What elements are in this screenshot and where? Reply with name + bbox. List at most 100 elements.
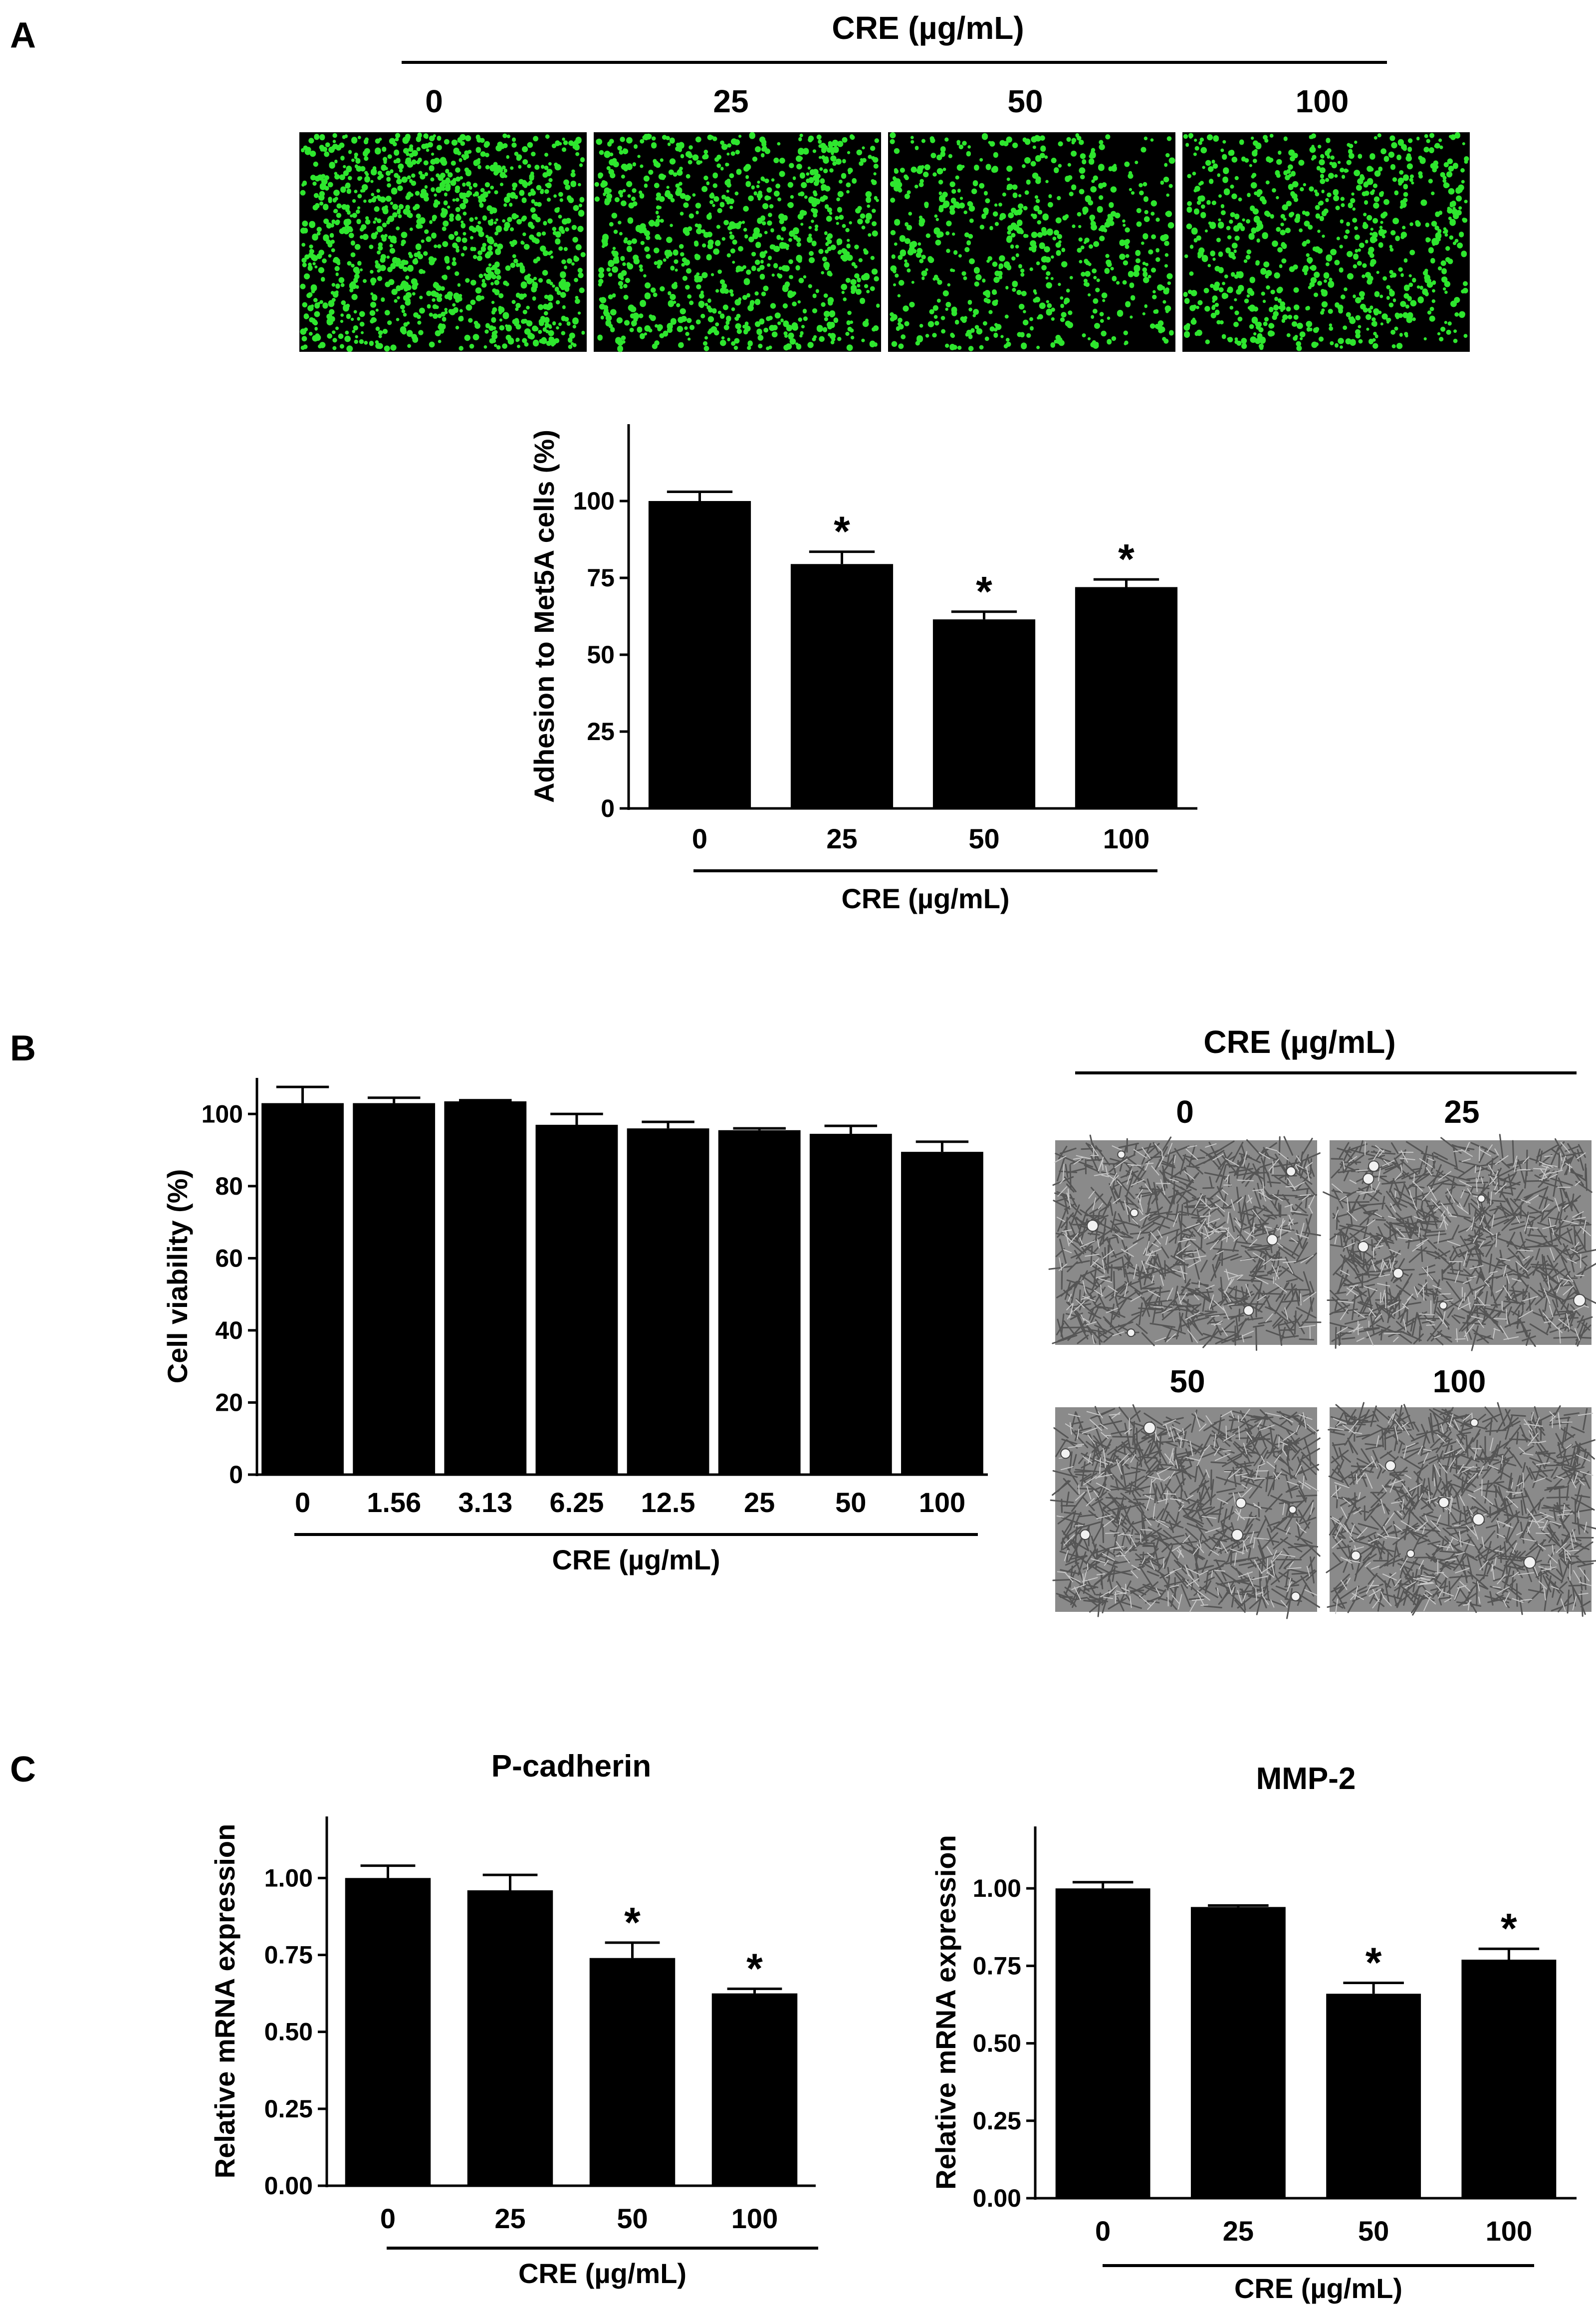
pcadherin-category-label-50: 50 [617, 2203, 648, 2234]
mmp2-title: MMP-2 [1256, 1762, 1356, 1796]
viability-bar-3.13 [444, 1101, 527, 1475]
viability-error-bar-3.13 [459, 1099, 512, 1102]
mmp2-significance-100: * [1501, 1905, 1517, 1952]
mmp2-error-bar-100 [1478, 1947, 1540, 1960]
panel-b-condition-25: 25 [1444, 1094, 1479, 1130]
viability-error-bar-1.56 [367, 1096, 421, 1103]
pcadherin-y-tick-label: 1.00 [264, 1864, 313, 1892]
mmp2-x-axis-label: CRE (µg/mL) [1234, 2273, 1402, 2304]
viability-category-label-3.13: 3.13 [458, 1487, 512, 1518]
pcadherin-category-label-100: 100 [731, 2203, 778, 2234]
mmp2-y-axis-label: Relative mRNA expression [930, 1835, 961, 2190]
adhesion-category-label-50: 50 [968, 823, 999, 854]
viability-y-tick-label: 40 [215, 1316, 243, 1344]
mmp2-y-tick-label: 0.00 [973, 2184, 1021, 2212]
panel-a-condition-50: 50 [1007, 83, 1043, 119]
adhesion-y-tick-label: 25 [587, 718, 615, 746]
viability-error-bar-50 [824, 1124, 878, 1134]
pcadherin-significance-50: * [624, 1899, 641, 1946]
panel-a-condition-0: 0 [425, 83, 443, 119]
panel-b-condition-100: 100 [1433, 1363, 1486, 1399]
phase-micrograph-25 [1323, 1134, 1596, 1351]
chart-viability: 0 20 40 60 80 100 0 1.56 3.13 6.25 12.5 25 50 100 CRE … [162, 1078, 988, 1575]
adhesion-category-label-100: 100 [1103, 823, 1149, 854]
pcadherin-error-bar-25 [482, 1873, 538, 1890]
viability-category-label-12.5: 12.5 [641, 1487, 695, 1518]
fluorescence-micrograph-50 [888, 132, 1175, 352]
adhesion-error-bar-0 [667, 491, 733, 501]
pcadherin-y-tick-label: 0.75 [264, 1941, 313, 1969]
mmp2-error-bar-50 [1343, 1982, 1404, 1994]
viability-error-bar-12.5 [642, 1120, 694, 1129]
panel-a-condition-25: 25 [713, 83, 748, 119]
adhesion-y-axis-label: Adhesion to Met5A cells (%) [528, 430, 560, 803]
viability-bar-6.25 [535, 1124, 618, 1475]
chart-adhesion: 0 25 50 75 100 0 * 25 * 50 * 100 CRE (µg/mL) Adhesion… [528, 424, 1197, 914]
pcadherin-y-tick-label: 0.00 [264, 2172, 313, 2200]
mmp2-significance-50: * [1366, 1939, 1382, 1986]
pcadherin-y-tick-label: 0.25 [264, 2095, 313, 2123]
viability-y-tick-label: 20 [215, 1388, 243, 1416]
pcadherin-bar-100 [711, 1993, 798, 2186]
adhesion-error-bar-25 [809, 550, 875, 564]
pcadherin-error-bar-0 [360, 1864, 416, 1878]
pcadherin-error-bar-50 [605, 1941, 660, 1958]
pcadherin-x-axis-label: CRE (µg/mL) [518, 2258, 686, 2289]
viability-bar-50 [809, 1134, 892, 1475]
chart-mmp2: 0.00 0.25 0.50 0.75 1.00 0 25 * 50 * 100 CRE (µg/mL… [930, 1762, 1577, 2304]
mmp2-bar-50 [1326, 1994, 1421, 2198]
panel-b-header-label: CRE (µg/mL) [1203, 1024, 1395, 1060]
pcadherin-title: P-cadherin [491, 1749, 651, 1784]
viability-category-label-25: 25 [744, 1487, 775, 1518]
panel-a-micrograph-header: CRE (µg/mL) 0 25 50 100 [402, 10, 1387, 119]
viability-bar-100 [901, 1152, 983, 1475]
mmp2-category-label-25: 25 [1223, 2215, 1254, 2247]
adhesion-category-label-25: 25 [826, 823, 857, 854]
pcadherin-category-label-0: 0 [380, 2203, 396, 2234]
pcadherin-bar-25 [467, 1890, 553, 2186]
viability-bar-1.56 [353, 1103, 436, 1475]
panel-label-b: B [10, 1028, 36, 1068]
viability-category-label-1.56: 1.56 [367, 1487, 421, 1518]
panel-label-c: C [10, 1750, 36, 1790]
viability-bar-0 [261, 1103, 344, 1475]
fluorescence-micrograph-0 [299, 132, 587, 352]
fluorescence-micrograph-25 [594, 132, 881, 352]
mmp2-category-label-50: 50 [1358, 2215, 1389, 2247]
adhesion-bar-50 [932, 619, 1036, 808]
panel-label-a: A [10, 15, 36, 55]
adhesion-x-axis-label: CRE (µg/mL) [841, 883, 1009, 914]
viability-bar-12.5 [627, 1128, 709, 1475]
viability-category-label-6.25: 6.25 [549, 1487, 604, 1518]
panel-b-condition-0: 0 [1176, 1094, 1194, 1130]
adhesion-category-label-0: 0 [692, 823, 707, 854]
pcadherin-category-label-25: 25 [494, 2203, 525, 2234]
viability-x-axis-label: CRE (µg/mL) [552, 1544, 720, 1575]
panel-b-phase-micrographs [1048, 1134, 1596, 1619]
adhesion-y-tick-label: 100 [573, 487, 615, 515]
phase-micrograph-0 [1048, 1134, 1322, 1351]
chart-pcadherin: 0.00 0.25 0.50 0.75 1.00 0 25 * 50 * 100 CRE (µg/mL… [209, 1749, 818, 2289]
mmp2-bar-25 [1190, 1907, 1286, 2198]
adhesion-y-tick-label: 75 [587, 564, 615, 592]
mmp2-error-bar-0 [1072, 1881, 1134, 1889]
adhesion-y-tick-label: 50 [587, 641, 615, 669]
viability-y-tick-label: 60 [215, 1244, 243, 1272]
pcadherin-y-axis-label: Relative mRNA expression [209, 1824, 240, 2179]
viability-error-bar-25 [733, 1127, 786, 1130]
panel-a-fluorescence-micrographs [299, 132, 1470, 352]
viability-y-tick-label: 100 [202, 1100, 243, 1128]
viability-error-bar-0 [276, 1085, 329, 1103]
adhesion-y-tick-label: 0 [601, 794, 615, 822]
adhesion-bar-25 [790, 564, 894, 808]
viability-error-bar-100 [915, 1140, 969, 1152]
fluorescence-micrograph-100 [1182, 132, 1470, 352]
viability-y-axis-label: Cell viability (%) [162, 1169, 193, 1383]
viability-y-tick-label: 80 [215, 1172, 243, 1200]
mmp2-y-tick-label: 0.50 [973, 2030, 1021, 2057]
viability-category-label-50: 50 [835, 1487, 866, 1518]
adhesion-significance-100: * [1118, 535, 1135, 582]
pcadherin-bar-0 [345, 1878, 431, 2186]
adhesion-error-bar-50 [951, 610, 1017, 620]
